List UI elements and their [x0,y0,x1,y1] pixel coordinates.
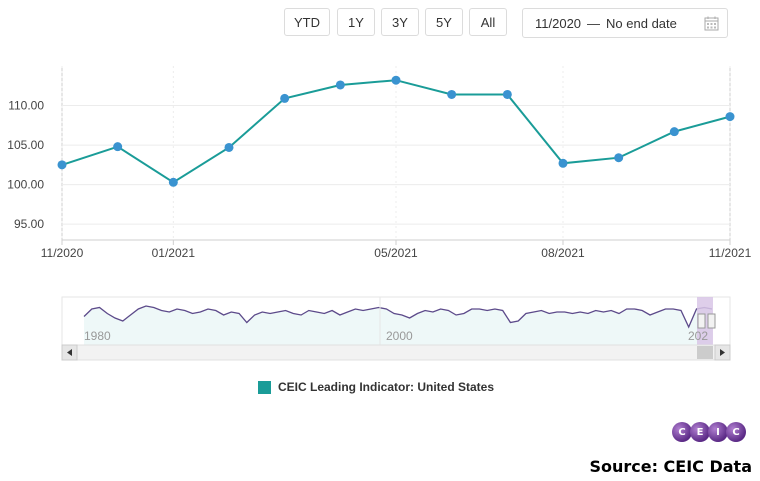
y-axis-ticks: 95.00 100.00 105.00 110.00 [7,99,44,232]
date-start: 11/2020 [535,15,582,31]
data-point[interactable] [391,75,401,85]
arrow-left-icon [67,349,72,356]
legend-label: CEIC Leading Indicator: United States [278,380,495,394]
ytd-button[interactable]: YTD [284,8,330,36]
navigator-label-1980: 1980 [84,329,111,343]
x-tick-label: 11/2021 [709,246,752,260]
x-tick-label: 05/2021 [374,246,418,260]
x-tick-label: 08/2021 [541,246,585,260]
logo-letter: C [672,422,692,442]
data-point[interactable] [113,142,123,152]
y-tick-label: 95.00 [14,217,44,231]
5y-button[interactable]: 5Y [425,8,463,36]
range-navigator[interactable]: 1980 2000 202 [0,290,760,365]
navigator-label-2020: 202 [688,329,708,343]
navigator-handle-right[interactable] [707,313,716,329]
x-tick-label: 11/2020 [41,246,84,260]
data-point[interactable] [335,80,345,90]
x-axis-ticks: 11/2020 01/2021 05/2021 08/2021 11/2021 [41,240,752,260]
date-end: No end date [606,15,677,31]
data-point[interactable] [57,160,67,170]
logo-letter: E [690,422,710,442]
data-point[interactable] [558,158,568,168]
ceic-logo: C E I C [672,422,746,442]
calendar-icon[interactable] [704,16,719,31]
logo-letter: C [726,422,746,442]
y-tick-label: 110.00 [8,99,44,113]
scrollbar-thumb[interactable] [697,346,713,359]
series-points [57,75,735,187]
navigator-line [83,305,713,329]
all-button[interactable]: All [469,8,507,36]
y-tick-label: 100.00 [7,178,44,192]
logo-letter: I [708,422,728,442]
1y-button[interactable]: 1Y [337,8,375,36]
source-note: Source: CEIC Data [589,457,752,476]
data-point[interactable] [224,142,234,152]
x-tick-label: 01/2021 [152,246,196,260]
date-range-picker[interactable]: 11/2020 — No end date [522,8,728,38]
navigator-handle-left[interactable] [697,313,706,329]
chart-legend[interactable]: CEIC Leading Indicator: United States [258,380,494,394]
data-point[interactable] [614,153,624,163]
navigator-label-2000: 2000 [386,329,413,343]
data-point[interactable] [280,93,290,103]
date-separator: — [587,15,601,31]
legend-swatch [258,380,271,394]
line-chart: 95.00 100.00 105.00 110.00 11/2020 01/2021 05… [7,66,752,260]
data-point[interactable] [447,89,457,99]
data-point[interactable] [669,127,679,137]
3y-button[interactable]: 3Y [381,8,419,36]
navigator-scrollbar[interactable] [61,344,731,361]
arrow-right-icon [720,349,725,356]
data-point[interactable] [502,89,512,99]
data-point[interactable] [168,177,178,187]
y-tick-label: 105.00 [7,138,44,152]
data-point[interactable] [725,112,735,122]
